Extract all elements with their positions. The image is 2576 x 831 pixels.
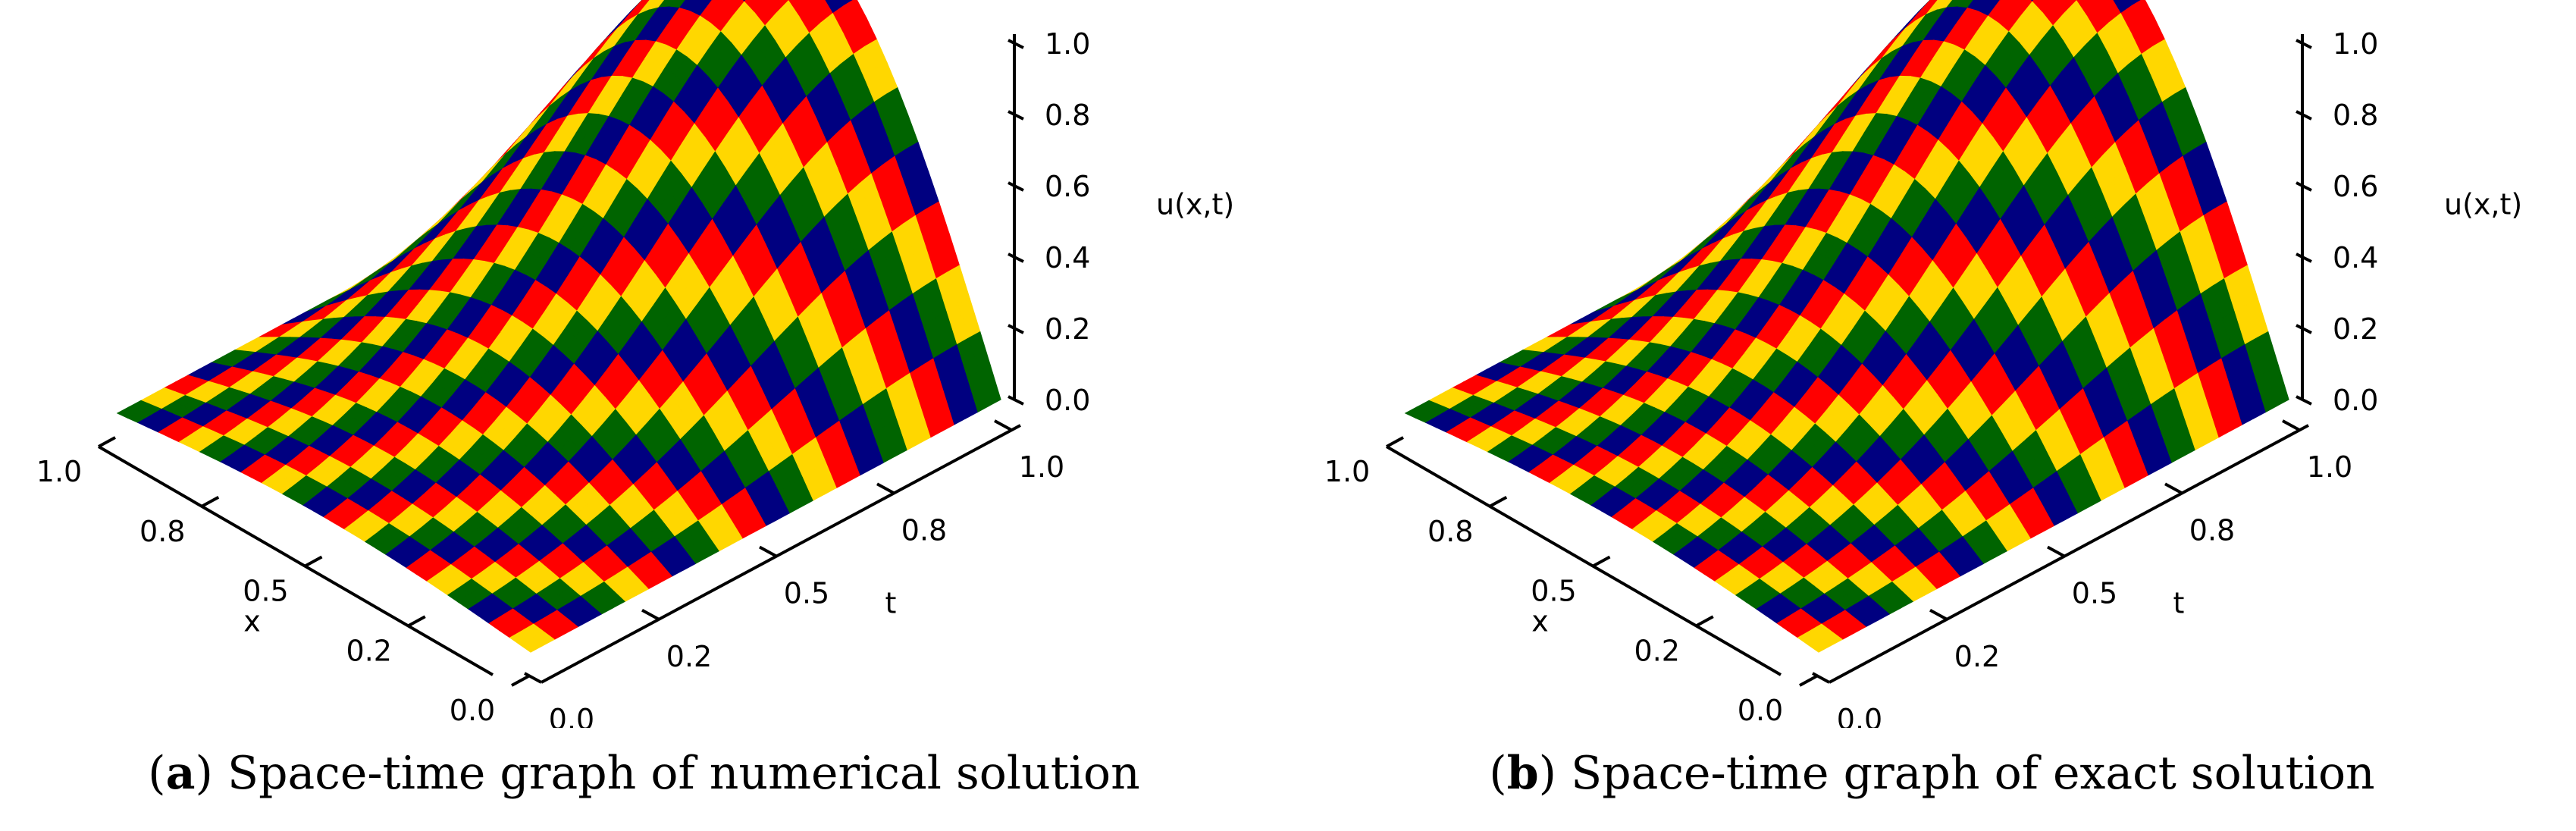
x-axis-tick [511,675,529,687]
surface-facet [806,0,818,7]
caption-b-text: Space-time graph of exact solution [1571,747,2375,800]
z-tick-label: 1.0 [1045,27,1090,61]
axes-a: 0.0 0.2 0.5 0.8 1.0 x 0.0 0.2 0.5 0.8 1.0 t 0.0 0.2 0.… [36,27,1234,728]
t-tick-label: 0.2 [666,640,712,673]
caption-b-label: b [1506,747,1539,800]
z-tick-label: 1.0 [2333,27,2378,61]
surface-plot-b: 0.0 0.2 0.5 0.8 1.0 x 0.0 0.2 0.5 0.8 1.0 t 0.0 0.2 0.… [1324,0,2522,728]
t-tick-label: 0.0 [549,703,594,728]
t-axis-tick [994,419,1012,431]
surface-facet [2094,0,2106,7]
t-axis-tick [876,482,895,495]
t-axis-tick [2047,545,2065,558]
z-axis-tick [1008,324,1024,334]
x-tick-label: 0.2 [346,634,392,667]
z-axis-title: u(x,t) [2444,188,2522,221]
z-axis-tick [2296,395,2312,406]
x-axis-tick [1695,615,1714,628]
subplot-b: 0.0 0.2 0.5 0.8 1.0 x 0.0 0.2 0.5 0.8 1.0 t 0.0 0.2 0.… [1288,0,2576,831]
x-tick-label: 0.8 [1427,515,1473,548]
z-axis-tick [2296,252,2312,263]
x-axis-tick [407,615,426,628]
t-tick-label: 1.0 [2307,450,2352,484]
t-tick-label: 0.5 [784,577,829,610]
t-axis-line [1829,424,2309,684]
x-axis-title: x [243,605,261,638]
z-tick-label: 0.0 [1045,384,1090,417]
z-tick-label: 0.8 [2333,99,2378,132]
z-tick-label: 0.4 [2333,241,2378,274]
x-axis-tick [201,495,220,508]
x-axis-tick [304,555,323,568]
t-axis-tick [524,672,542,684]
x-axis-tick [1386,436,1404,448]
z-axis-tick [2296,110,2312,121]
t-tick-label: 1.0 [1019,450,1064,484]
x-axis-tick [1489,495,1508,508]
t-tick-label: 0.5 [2072,577,2117,610]
x-axis-title: x [1531,605,1549,638]
z-axis-tick [1008,181,1024,192]
t-tick-label: 0.8 [2189,513,2235,547]
z-axis-tick [1008,395,1024,406]
x-tick-label: 0.0 [450,694,495,727]
x-tick-label: 0.2 [1634,634,1680,667]
t-axis-tick [2282,419,2300,431]
t-axis-tick [2164,482,2183,495]
z-tick-label: 0.4 [1045,241,1090,274]
t-axis-title: t [885,587,897,620]
z-axis-title: u(x,t) [1156,188,1234,221]
z-axis-tick [2296,39,2312,49]
x-axis-tick [1592,555,1611,568]
z-axis-tick [2296,324,2312,334]
x-axis-line [1385,445,1782,676]
t-axis-line [541,424,1021,684]
x-tick-label: 0.0 [1738,694,1783,727]
x-axis-line [97,445,494,676]
x-tick-label: 0.5 [1531,575,1576,608]
t-axis-tick [1812,672,1830,684]
t-axis-tick [1929,608,1948,621]
x-axis-tick [1799,675,1817,687]
z-tick-label: 0.0 [2333,384,2378,417]
caption-a-label: a [165,747,196,800]
x-axis-tick [98,436,116,448]
x-tick-label: 0.5 [243,575,288,608]
z-tick-label: 0.6 [2333,170,2378,203]
z-axis-tick [1008,110,1024,121]
z-axis-tick [1008,39,1024,49]
t-axis-tick [759,545,777,558]
surface-facet [1807,638,1832,653]
surface-facet [519,638,544,653]
z-tick-label: 0.6 [1045,170,1090,203]
t-axis-title: t [2173,587,2185,620]
x-tick-label: 0.8 [139,515,185,548]
x-tick-label: 1.0 [36,455,82,488]
surface-plot-a: 0.0 0.2 0.5 0.8 1.0 x 0.0 0.2 0.5 0.8 1.0 t 0.0 0.2 0.… [36,0,1234,728]
x-tick-label: 1.0 [1324,455,1370,488]
t-tick-label: 0.0 [1837,703,1882,728]
t-axis-tick [641,608,660,621]
surface-a [116,0,1001,653]
t-tick-label: 0.2 [1954,640,2000,673]
caption-a: (a) Space-time graph of numerical soluti… [148,747,1140,800]
z-axis-tick [1008,252,1024,263]
caption-b: (b) Space-time graph of exact solution [1489,747,2375,800]
z-tick-label: 0.2 [2333,312,2378,346]
t-tick-label: 0.8 [901,513,947,547]
axes-b: 0.0 0.2 0.5 0.8 1.0 x 0.0 0.2 0.5 0.8 1.0 t 0.0 0.2 0.… [1324,27,2522,728]
caption-a-text: Space-time graph of numerical solution [227,747,1140,800]
z-axis-tick [2296,181,2312,192]
z-tick-label: 0.2 [1045,312,1090,346]
surface-b [1404,0,2289,653]
z-tick-label: 0.8 [1045,99,1090,132]
subplot-a: 0.0 0.2 0.5 0.8 1.0 x 0.0 0.2 0.5 0.8 1.0 t 0.0 0.2 0.… [36,0,1234,800]
